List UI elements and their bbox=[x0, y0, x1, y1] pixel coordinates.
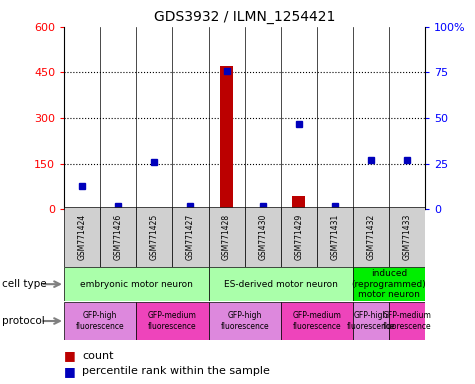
Text: GFP-high
fluorescence: GFP-high fluorescence bbox=[76, 311, 124, 331]
Text: GSM771424: GSM771424 bbox=[78, 214, 86, 260]
Text: GSM771427: GSM771427 bbox=[186, 214, 195, 260]
Bar bbox=[353, 207, 389, 267]
Text: ES-derived motor neuron: ES-derived motor neuron bbox=[224, 280, 338, 289]
Text: GFP-high
fluorescence: GFP-high fluorescence bbox=[220, 311, 269, 331]
Bar bbox=[245, 207, 281, 267]
Text: GSM771431: GSM771431 bbox=[331, 214, 339, 260]
Text: GSM771425: GSM771425 bbox=[150, 214, 159, 260]
Text: cell type: cell type bbox=[2, 279, 47, 289]
Bar bbox=[209, 302, 281, 340]
Text: GSM771432: GSM771432 bbox=[367, 214, 375, 260]
Bar bbox=[281, 302, 353, 340]
Text: GSM771430: GSM771430 bbox=[258, 214, 267, 260]
Text: count: count bbox=[82, 351, 114, 361]
Text: embryonic motor neuron: embryonic motor neuron bbox=[80, 280, 193, 289]
Bar bbox=[100, 207, 136, 267]
Text: ■: ■ bbox=[64, 349, 76, 362]
Bar bbox=[136, 207, 172, 267]
Bar bbox=[220, 66, 233, 209]
Text: percentile rank within the sample: percentile rank within the sample bbox=[82, 366, 270, 376]
Bar bbox=[64, 302, 136, 340]
Bar bbox=[209, 207, 245, 267]
Bar bbox=[317, 207, 353, 267]
Text: GSM771428: GSM771428 bbox=[222, 214, 231, 260]
Text: induced
(reprogrammed)
motor neuron: induced (reprogrammed) motor neuron bbox=[352, 269, 427, 299]
Bar bbox=[136, 302, 209, 340]
Bar bbox=[353, 267, 425, 301]
Bar bbox=[293, 195, 305, 209]
Bar bbox=[389, 207, 425, 267]
Bar bbox=[148, 208, 161, 209]
Bar bbox=[172, 207, 209, 267]
Text: GFP-medium
fluorescence: GFP-medium fluorescence bbox=[293, 311, 341, 331]
Bar bbox=[281, 207, 317, 267]
Title: GDS3932 / ILMN_1254421: GDS3932 / ILMN_1254421 bbox=[154, 10, 335, 25]
Bar bbox=[64, 267, 209, 301]
Bar bbox=[389, 302, 425, 340]
Text: GFP-medium
fluorescence: GFP-medium fluorescence bbox=[383, 311, 431, 331]
Bar bbox=[64, 207, 100, 267]
Text: GFP-high
fluorescence: GFP-high fluorescence bbox=[347, 311, 395, 331]
Text: ■: ■ bbox=[64, 365, 76, 378]
Text: GSM771426: GSM771426 bbox=[114, 214, 123, 260]
Bar bbox=[353, 302, 389, 340]
Text: GSM771433: GSM771433 bbox=[403, 214, 411, 260]
Bar bbox=[209, 267, 353, 301]
Text: GFP-medium
fluorescence: GFP-medium fluorescence bbox=[148, 311, 197, 331]
Text: GSM771429: GSM771429 bbox=[294, 214, 303, 260]
Text: protocol: protocol bbox=[2, 316, 45, 326]
